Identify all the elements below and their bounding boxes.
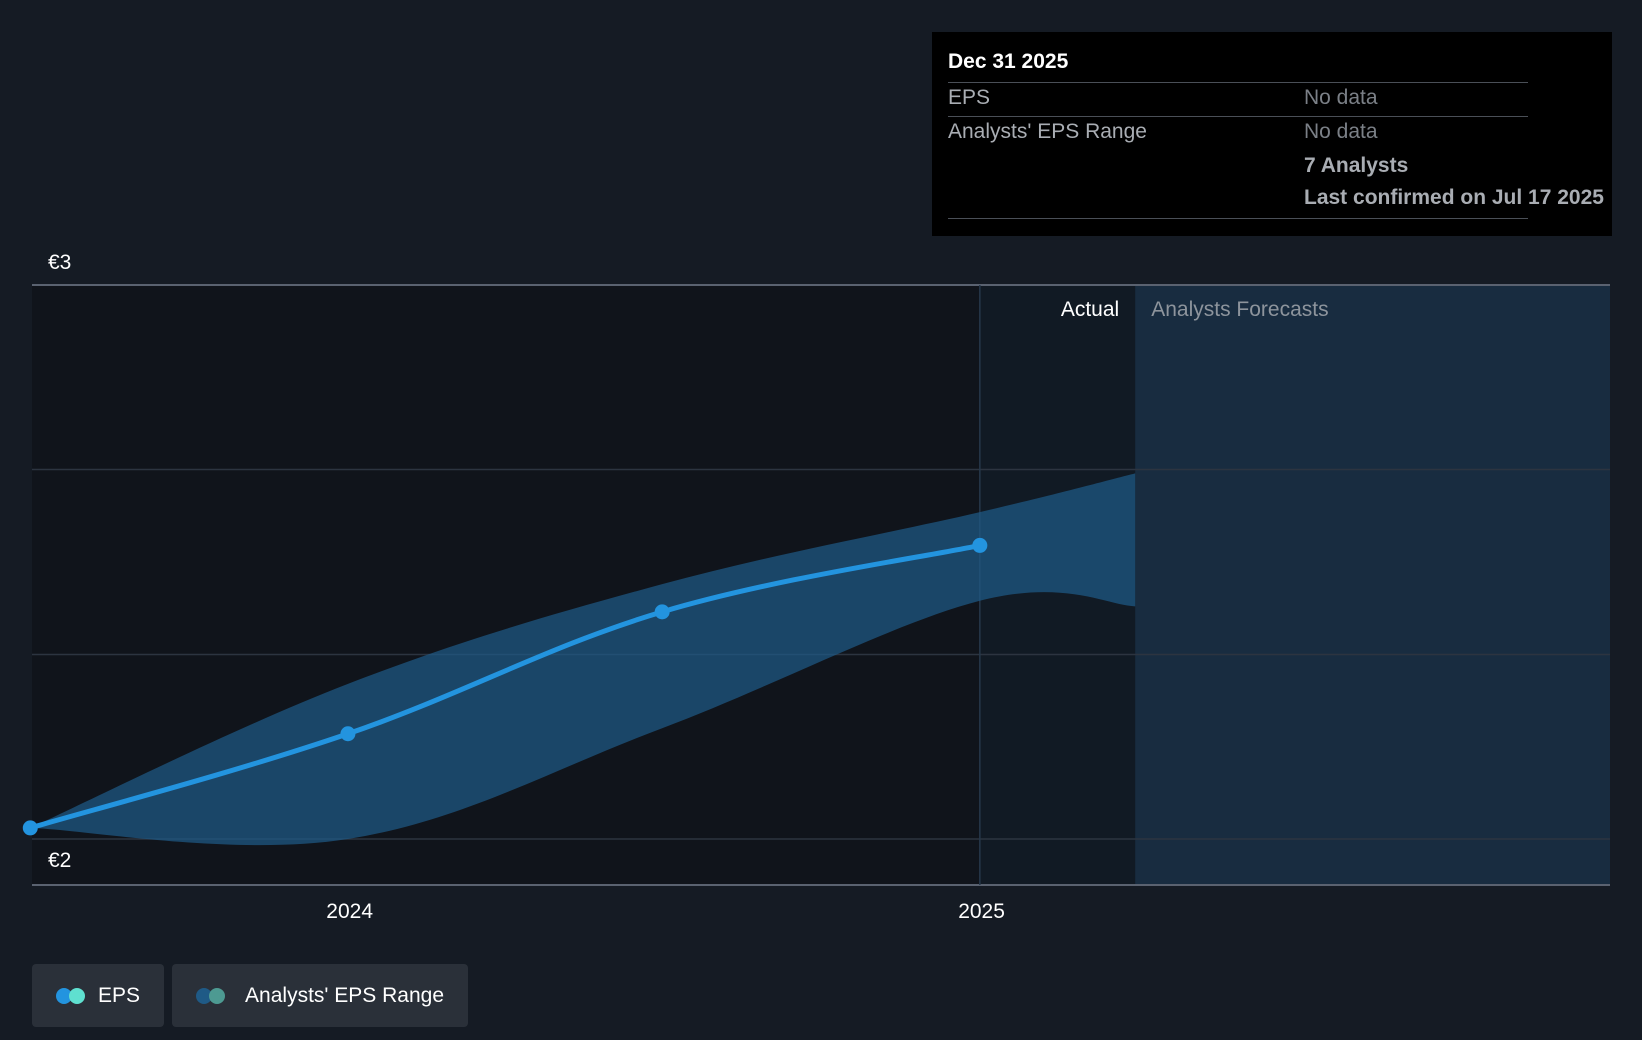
- tooltip-divider: [948, 218, 1528, 219]
- y-tick-label: €2: [48, 849, 71, 872]
- y-tick-label: €3: [48, 251, 71, 274]
- legend-dot: [209, 987, 225, 1004]
- x-tick-label: 2025: [958, 900, 1005, 923]
- legend-dot: [69, 987, 85, 1004]
- tooltip-range-value: No data: [1304, 120, 1378, 143]
- eps-data-point: [340, 726, 356, 742]
- legend-label-analysts-eps-range: Analysts' EPS Range: [245, 983, 444, 1007]
- x-tick-label: 2024: [326, 900, 373, 923]
- forecast-region: [1135, 285, 1610, 885]
- eps-data-point: [654, 604, 670, 620]
- range-legend-icon: [196, 987, 225, 1004]
- tooltip-analysts-count: 7 Analysts: [1304, 154, 1409, 177]
- chart-tooltip: Dec 31 2025 EPS No data Analysts' EPS Ra…: [932, 32, 1612, 236]
- tooltip-date: Dec 31 2025: [948, 50, 1069, 73]
- eps-line: [27, 542, 983, 831]
- eps-legend-icon: [56, 987, 85, 1004]
- tooltip-eps-value: No data: [1304, 86, 1378, 109]
- tooltip-divider: [948, 116, 1528, 117]
- tooltip-divider: [948, 82, 1528, 83]
- forecast-section-label: Analysts Forecasts: [1151, 298, 1328, 321]
- tooltip-eps-label: EPS: [948, 86, 991, 109]
- tooltip-last-confirmed: Last confirmed on Jul 17 2025: [1304, 186, 1604, 209]
- eps-data-point: [972, 537, 988, 553]
- eps-data-point: [22, 820, 38, 836]
- legend-item-analysts-eps-range[interactable]: Analysts' EPS Range: [172, 964, 468, 1027]
- legend-item-eps[interactable]: EPS: [32, 964, 164, 1027]
- legend-dot: [56, 987, 72, 1004]
- legend-dot: [196, 987, 212, 1004]
- legend-label-eps: EPS: [97, 983, 140, 1007]
- actual-section-label: Actual: [1061, 298, 1119, 321]
- tooltip-range-label: Analysts' EPS Range: [948, 120, 1147, 143]
